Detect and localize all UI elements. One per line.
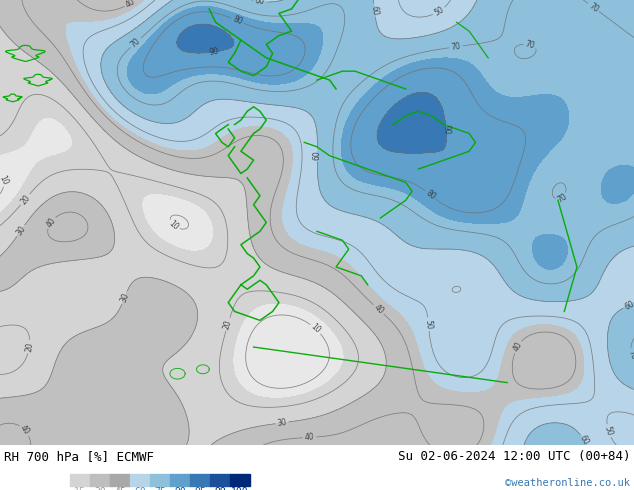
Bar [170,474,190,486]
Text: RH 700 hPa [%] ECMWF: RH 700 hPa [%] ECMWF [4,450,154,463]
Text: 60: 60 [313,150,322,160]
Text: 20: 20 [18,193,32,206]
Text: 50: 50 [424,319,433,329]
Text: 30: 30 [119,292,131,304]
Text: 90: 90 [174,488,186,490]
Text: 10: 10 [167,219,181,232]
Text: 70: 70 [587,1,600,14]
Text: 40: 40 [511,341,524,353]
Text: 75: 75 [154,488,166,490]
Text: 30: 30 [276,417,287,428]
Text: 70: 70 [129,36,143,49]
Text: 15: 15 [74,488,86,490]
Text: 40: 40 [44,216,57,229]
Text: 60: 60 [370,5,380,16]
Text: ©weatheronline.co.uk: ©weatheronline.co.uk [505,478,630,488]
Bar [130,474,150,486]
Text: 40: 40 [372,303,385,316]
Text: 60: 60 [254,0,265,6]
Text: Su 02-06-2024 12:00 UTC (00+84): Su 02-06-2024 12:00 UTC (00+84) [398,450,630,463]
Text: 40: 40 [124,0,137,9]
Bar [230,474,250,486]
Text: 60: 60 [134,488,146,490]
Bar [210,474,230,486]
Text: 95: 95 [194,488,206,490]
Text: 10: 10 [309,322,322,336]
Bar [190,474,210,486]
Text: 10: 10 [0,174,10,186]
Text: 30: 30 [15,224,27,237]
Text: 99: 99 [214,488,226,490]
Text: 20: 20 [24,342,34,352]
Text: 90: 90 [441,124,451,135]
Bar [90,474,110,486]
Text: 90: 90 [209,47,219,57]
Text: 70: 70 [450,42,462,52]
Text: 40: 40 [18,423,32,437]
Bar [150,474,170,486]
Text: 45: 45 [114,488,126,490]
Bar [110,474,130,486]
Text: 40: 40 [304,433,314,442]
Text: 70: 70 [626,349,634,361]
Text: 50: 50 [432,5,446,18]
Text: 80: 80 [231,15,243,27]
Text: 80: 80 [424,189,437,201]
Text: 20: 20 [222,318,233,330]
Text: 70: 70 [555,192,568,204]
Text: 60: 60 [578,434,590,447]
Text: 60: 60 [623,299,634,311]
Text: 50: 50 [603,425,614,437]
Text: 70: 70 [524,39,536,50]
Text: 100: 100 [231,488,249,490]
Bar [70,474,90,486]
Text: 30: 30 [94,488,106,490]
